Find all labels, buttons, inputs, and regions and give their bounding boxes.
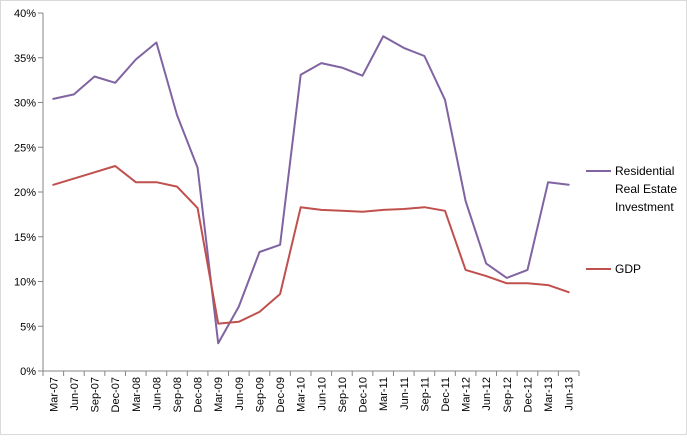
legend-label: Residential Real Estate Investment [615,164,677,214]
legend-label: GDP [615,262,641,276]
series-line-residential-real-estate-investment [52,35,570,345]
x-tick-label: Mar-11 [378,377,390,411]
legend-item: GDP [586,262,641,276]
x-tick-label: Dec-07 [110,377,122,412]
y-axis-ticks: 0% 5% 10% 15% 20% 25% 30% 35% 40% [14,8,43,378]
y-tick-label: 35% [14,53,36,65]
x-tick-label: Jun-12 [481,377,493,411]
x-tick-label: Jun-11 [399,377,411,410]
y-tick-label: 15% [14,232,36,244]
x-tick-label: Mar-12 [461,377,473,412]
x-tick-label: Dec-08 [193,377,205,412]
x-tick-label: Jun-08 [151,377,163,411]
y-tick-label: 5% [20,321,36,333]
legend: Residential Real Estate Investment GDP [586,164,677,276]
x-tick-label: Jun-13 [564,377,576,411]
y-tick-label: 0% [20,366,36,378]
x-tick-label: Dec-11 [440,377,452,412]
y-tick-label: 30% [14,98,36,110]
x-tick-label: Jun-10 [316,377,328,411]
x-tick-label: Dec-10 [358,377,370,412]
x-tick-label: Sep-09 [254,377,266,412]
x-tick-label: Jun-07 [69,377,81,411]
x-tick-label: Mar-10 [296,377,308,412]
series-lines [52,35,570,345]
x-tick-label: Sep-11 [419,377,431,412]
x-tick-label: Mar-08 [131,377,143,412]
y-tick-label: 10% [14,277,36,289]
x-tick-label: Mar-07 [48,377,60,412]
y-tick-label: 20% [14,187,36,199]
legend-item: Residential Real Estate Investment [586,164,677,214]
x-tick-label: Dec-12 [522,377,534,412]
y-tick-label: 40% [14,8,36,20]
x-tick-label: Mar-13 [543,377,555,412]
y-tick-label: 25% [14,142,36,154]
x-tick-label: Sep-07 [90,377,102,412]
x-tick-label: Jun-09 [234,377,246,411]
x-tick-label: Sep-10 [337,377,349,412]
x-tick-label: Dec-09 [275,377,287,412]
x-axis-ticks: Mar-07 Jun-07 Sep-07 Dec-07 Mar-08 Jun-08 Sep-… [42,371,580,412]
x-tick-label: Sep-08 [172,377,184,412]
x-tick-label: Sep-12 [502,377,514,412]
x-tick-label: Mar-09 [213,377,225,412]
axes [42,13,579,372]
series-line-gdp [52,165,570,325]
